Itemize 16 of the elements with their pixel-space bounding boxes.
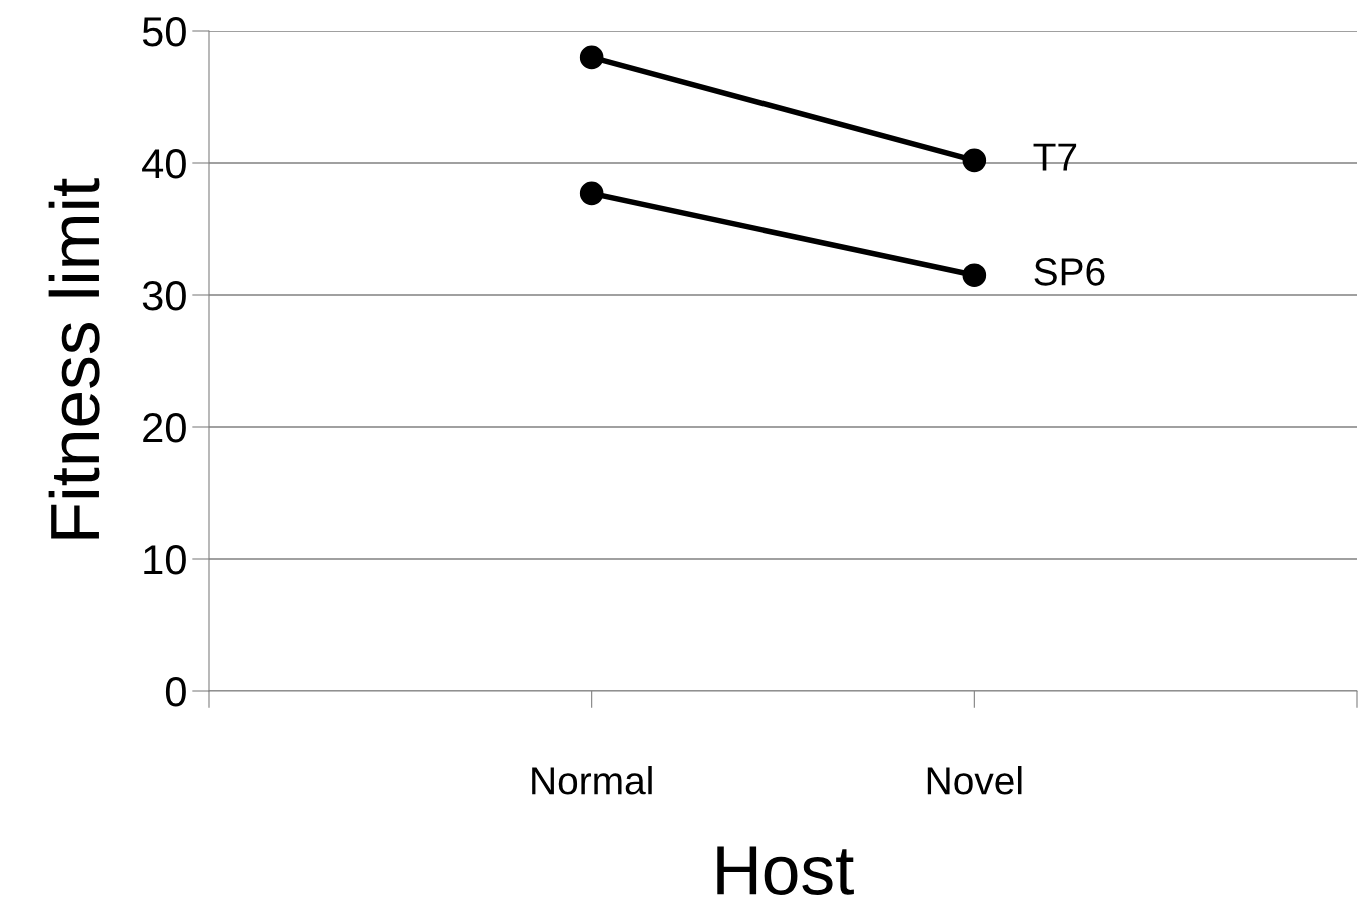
y-tick-label: 40 — [142, 149, 186, 179]
y-axis-title: Fitness limit — [48, 178, 100, 539]
point — [962, 263, 987, 288]
x-tick-label: Normal — [532, 766, 652, 795]
x-tick-label: Novel — [927, 766, 1022, 795]
series-label: SP6 — [1034, 258, 1105, 286]
point — [962, 148, 987, 173]
point — [579, 181, 604, 206]
y-tick-label: 0 — [165, 677, 186, 707]
y-tick-label: 50 — [142, 17, 186, 47]
y-tick-label: 20 — [143, 413, 186, 443]
x-axis-title: Host — [717, 846, 854, 895]
series-label: T7 — [1033, 143, 1077, 171]
y-tick-label: 30 — [142, 281, 186, 311]
y-tick-label: 10 — [144, 545, 186, 575]
point — [579, 45, 604, 70]
